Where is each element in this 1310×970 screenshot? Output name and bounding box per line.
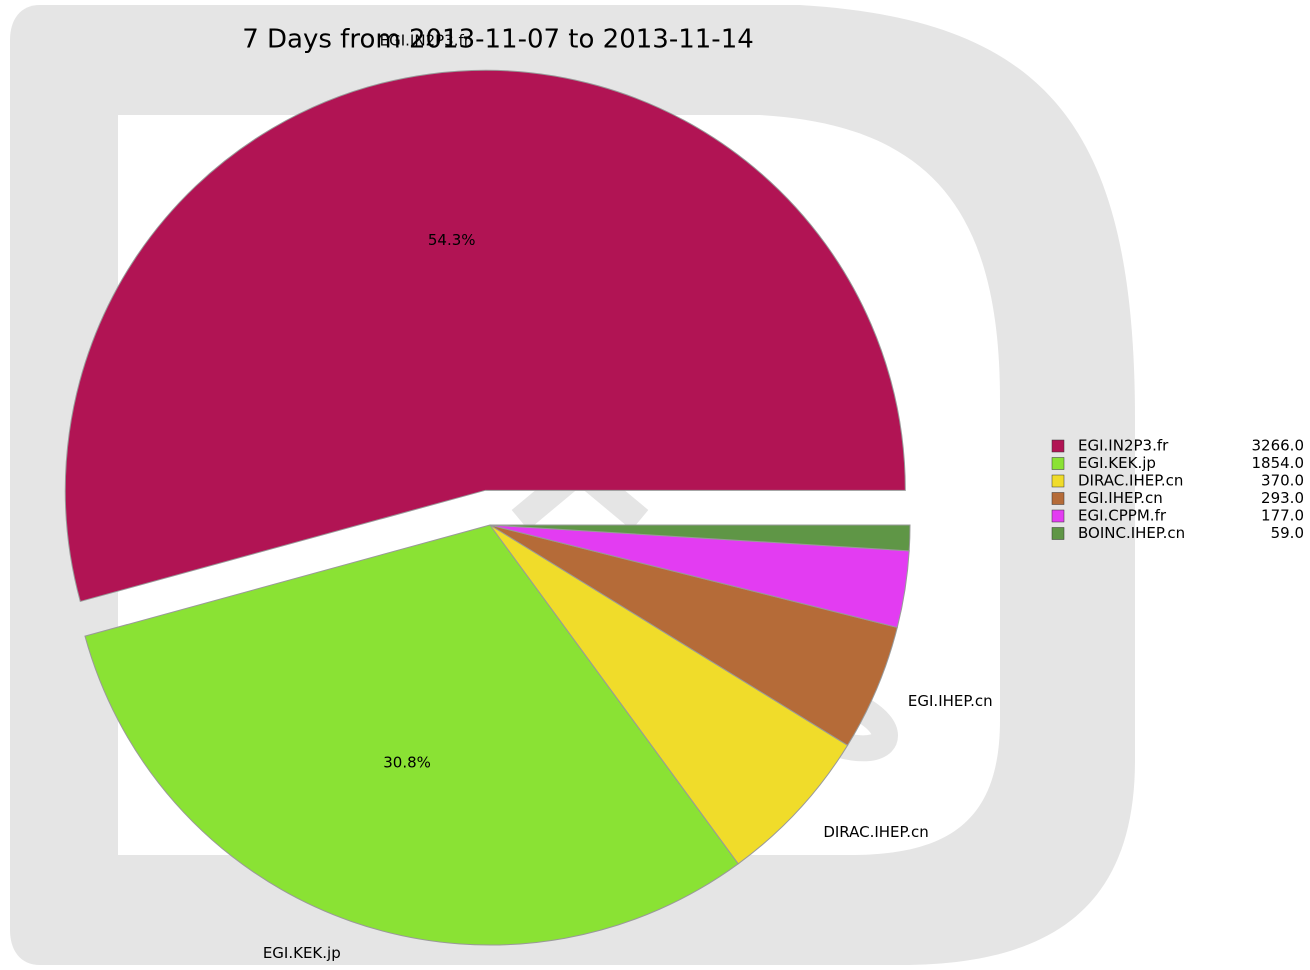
- legend-swatch: [1051, 509, 1065, 523]
- legend-label: EGI.KEK.jp: [1078, 454, 1156, 472]
- percent-label: 30.8%: [383, 753, 431, 771]
- chart-subtitle: 7 Days from 2013-11-07 to 2013-11-14: [242, 25, 754, 55]
- legend-value: 293.0: [1261, 489, 1304, 507]
- pie-slice: [489, 524, 849, 865]
- legend-label: EGI.CPPM.fr: [1078, 507, 1167, 525]
- slice-label: EGI.IN2P3.fr: [380, 31, 471, 49]
- legend-value: 3266.0: [1252, 437, 1305, 455]
- pie-slice: [64, 69, 906, 603]
- legend-swatch: [1051, 527, 1065, 540]
- legend-swatch: [1051, 439, 1065, 453]
- slice-label: EGI.IHEP.cn: [908, 692, 993, 710]
- legend-swatch: [1051, 474, 1065, 488]
- legend-label: EGI.IHEP.cn: [1078, 489, 1163, 507]
- percent-label: 54.3%: [428, 231, 476, 249]
- legend-label: EGI.IN2P3.fr: [1078, 437, 1169, 455]
- pie-slice: [489, 524, 911, 552]
- legend-label: DIRAC.IHEP.cn: [1078, 472, 1183, 490]
- legend-swatch: [1051, 492, 1065, 505]
- legend-value: 370.0: [1261, 472, 1304, 490]
- legend-value: 177.0: [1261, 507, 1304, 525]
- slice-label: EGI.KEK.jp: [263, 944, 341, 962]
- slice-label: DIRAC.IHEP.cn: [823, 823, 928, 841]
- legend-value: 59.0: [1271, 524, 1304, 542]
- legend-label: BOINC.IHEP.cn: [1078, 524, 1185, 542]
- legend-value: 1854.0: [1252, 454, 1305, 472]
- legend-swatch: [1051, 457, 1065, 470]
- pie-slice: [84, 524, 739, 946]
